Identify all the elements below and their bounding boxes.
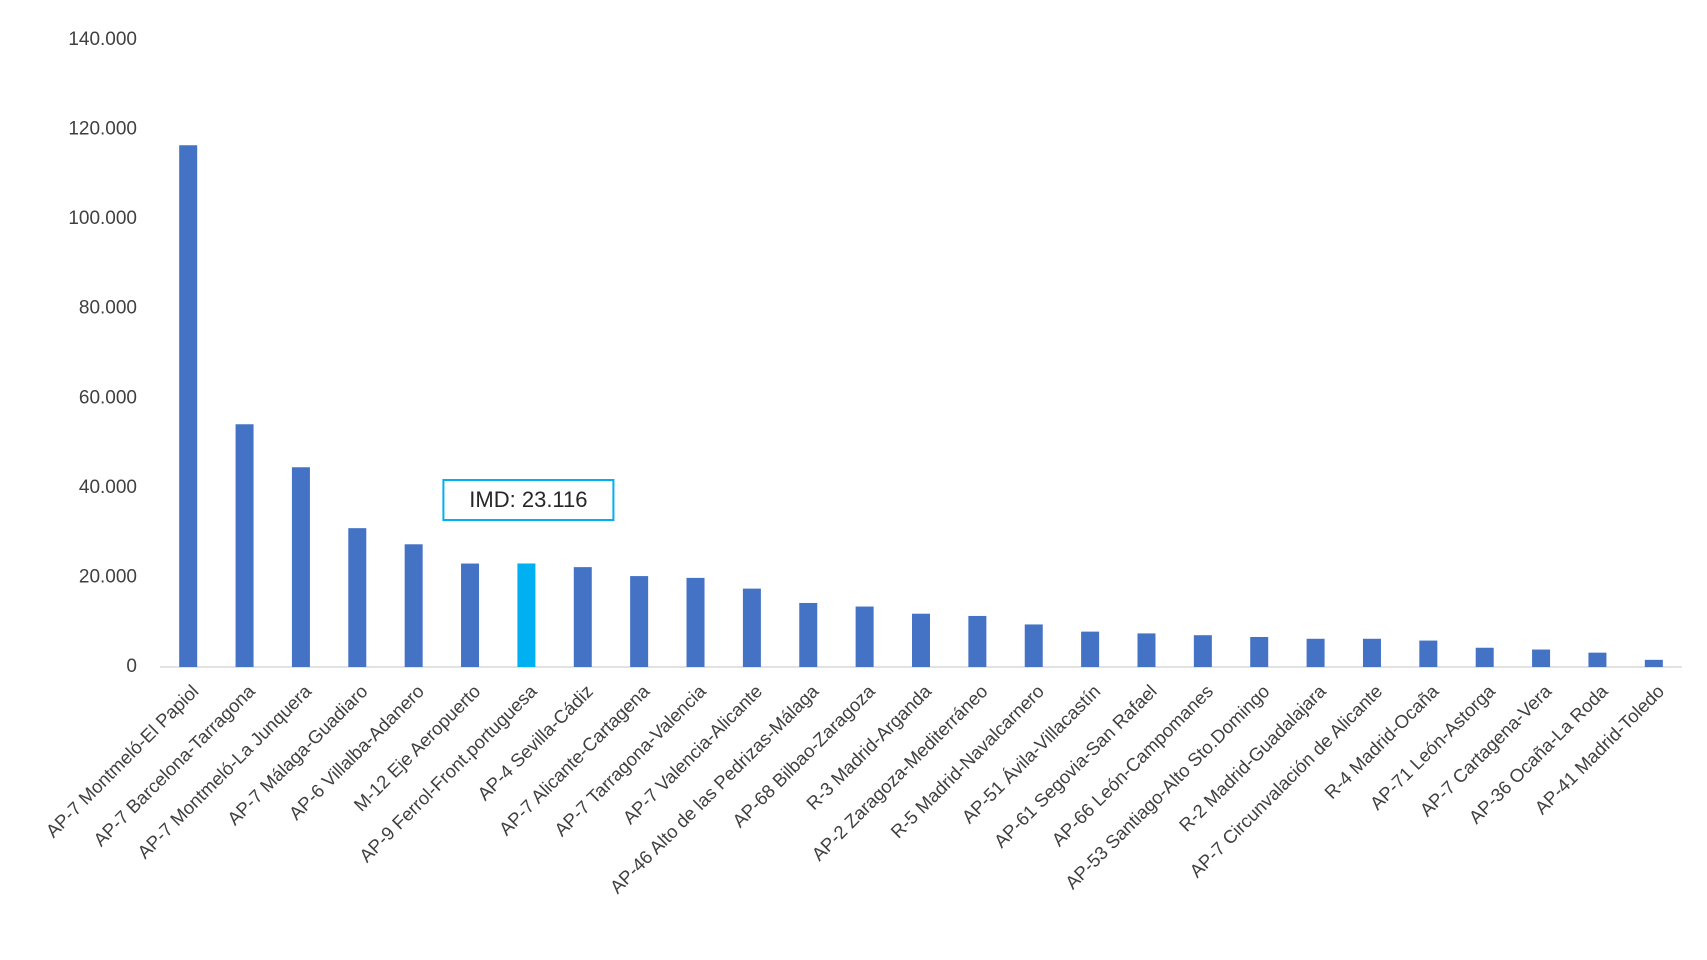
bar	[1588, 652, 1607, 667]
bar	[1362, 638, 1381, 667]
bar	[1081, 631, 1100, 667]
bar	[855, 606, 874, 667]
bar	[179, 145, 198, 667]
y-tick-label: 40.000	[79, 477, 137, 498]
bar	[1532, 649, 1551, 667]
bar	[742, 588, 761, 667]
bar	[573, 567, 592, 667]
bar	[1024, 624, 1043, 667]
bar	[968, 615, 987, 667]
y-tick-label: 120.000	[68, 119, 137, 140]
bar	[630, 576, 649, 667]
bar	[348, 528, 367, 667]
bar	[1250, 636, 1269, 667]
bar	[235, 424, 254, 667]
bar	[1644, 659, 1663, 667]
bar	[1419, 640, 1438, 667]
y-tick-label: 0	[126, 656, 137, 677]
bar	[1193, 635, 1212, 667]
y-axis-tick-labels: 0 20.000 40.000 60.000 80.000 100.000 120.000 1…	[68, 29, 137, 677]
bar	[517, 563, 536, 667]
bar	[1475, 647, 1494, 667]
imd-annotation: IMD: 23.116	[442, 479, 615, 521]
bar	[461, 563, 480, 667]
bar	[404, 544, 423, 667]
annotation-box	[442, 479, 615, 521]
bar	[799, 602, 818, 667]
bar	[912, 613, 930, 667]
x-tick-label: AP-46 Alto de las Pedrizas-Málaga	[606, 680, 823, 897]
x-tick-label: AP-53 Santiago-Alto Sto.Domingo	[1061, 680, 1274, 893]
y-tick-label: 140.000	[68, 29, 137, 50]
y-tick-label: 80.000	[79, 298, 137, 319]
bar	[291, 467, 310, 667]
bar	[1306, 638, 1325, 667]
annotation-text: IMD: 23.116	[469, 487, 587, 512]
y-tick-label: 20.000	[79, 566, 137, 587]
y-tick-label: 60.000	[79, 387, 137, 408]
bars-group	[179, 145, 1663, 667]
bar	[686, 577, 705, 667]
y-tick-label: 100.000	[68, 208, 137, 229]
bar	[1137, 633, 1156, 667]
